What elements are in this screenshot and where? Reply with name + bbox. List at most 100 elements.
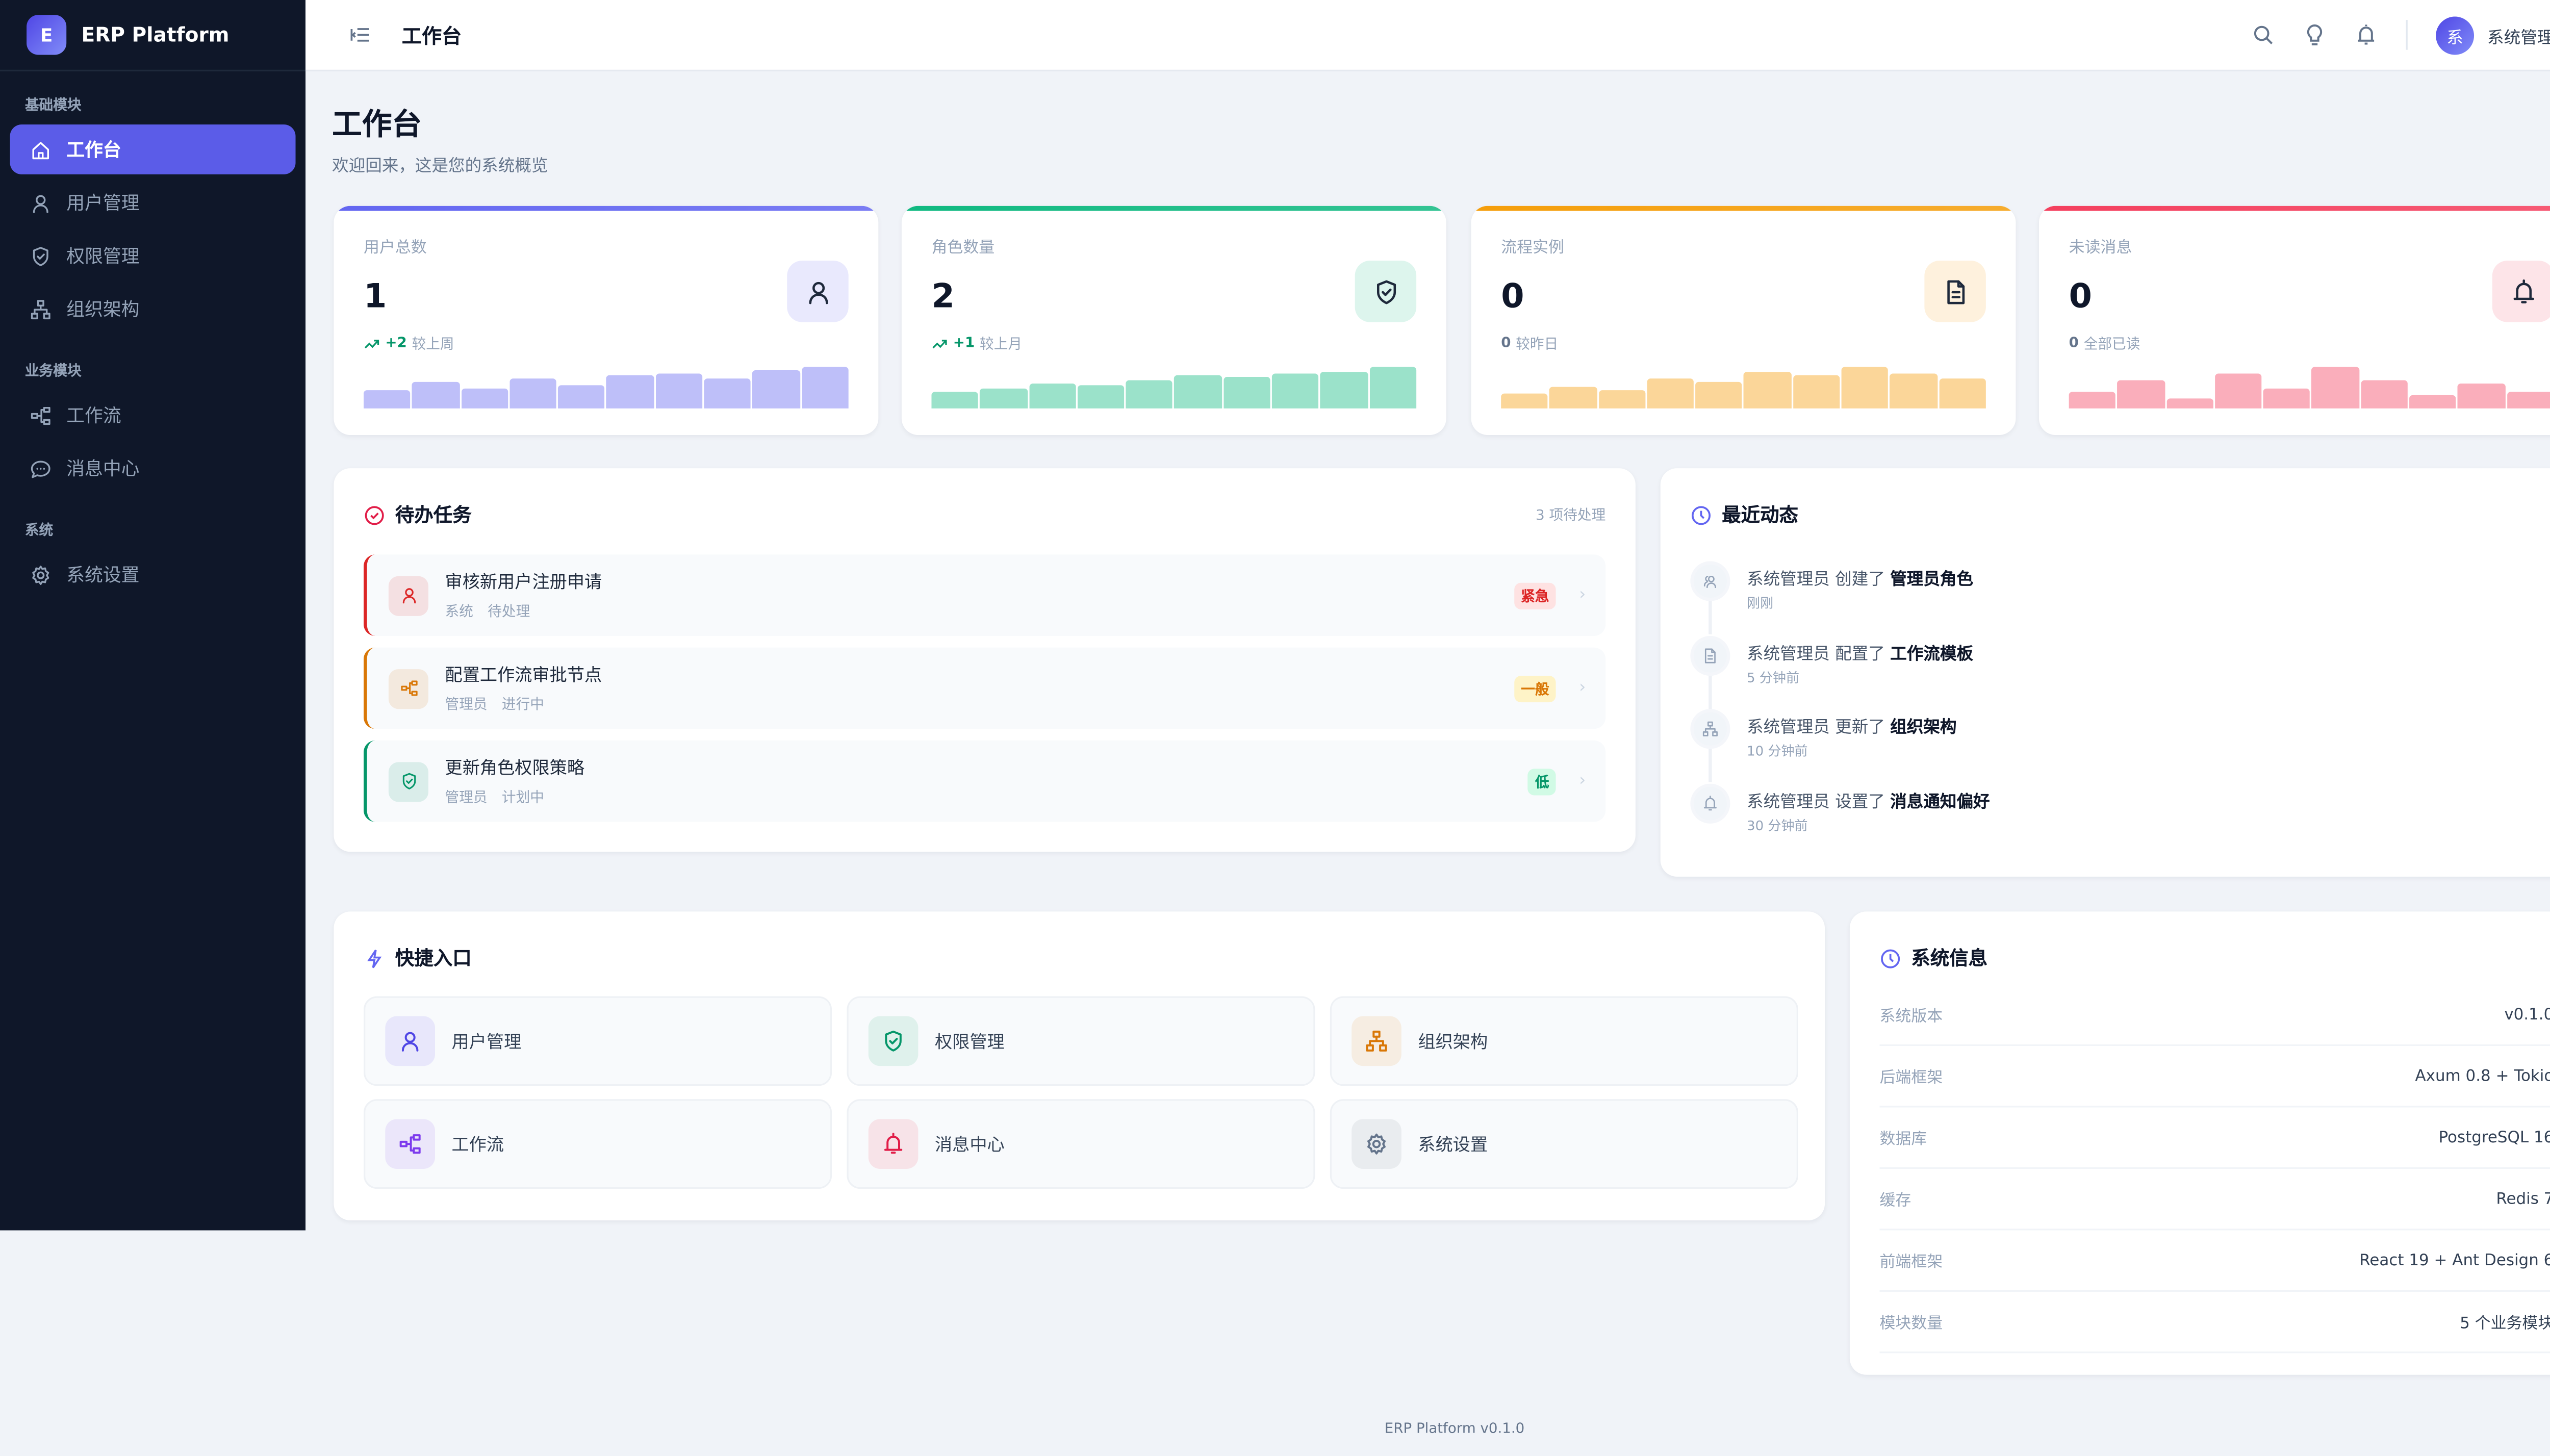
sparkline-bar	[2214, 373, 2262, 408]
sidebar-item[interactable]: 权限管理	[10, 231, 296, 281]
activity-time: 刚刚	[1747, 596, 1774, 611]
sparkline-bar	[412, 381, 460, 408]
trend-up-icon	[364, 336, 380, 352]
sparkline-bar	[655, 372, 703, 408]
quick-entry[interactable]: 系统设置	[1330, 1099, 1798, 1189]
quick-entry-label: 消息中心	[934, 1135, 1005, 1155]
priority-badge: 一般	[1514, 675, 1556, 702]
sidebar-item[interactable]: 系统设置	[10, 550, 296, 600]
activity-verb: 配置了	[1835, 645, 1885, 663]
sidebar-item[interactable]: 工作流	[10, 390, 296, 440]
sparkline-bar	[558, 384, 605, 408]
nav-group-label: 业务模块	[24, 364, 82, 380]
quick-entry[interactable]: 组织架构	[1330, 996, 1798, 1086]
collapse-menu-icon[interactable]	[349, 23, 372, 47]
sparkline-bar	[509, 379, 557, 408]
sparkline-bar	[364, 390, 411, 408]
quick-entry-label: 用户管理	[451, 1032, 522, 1052]
stat-card[interactable]: 流程实例 0 0 较昨日	[1471, 206, 2016, 436]
top-header: 工作台 系 系统管理员	[305, 0, 2550, 71]
bell-icon	[2492, 261, 2550, 322]
todo-item-title: 更新角色权限策略	[445, 758, 585, 779]
sparkline	[364, 367, 849, 408]
users-icon	[1690, 561, 1730, 601]
check-circle-icon	[364, 504, 385, 525]
bell-icon	[868, 1119, 919, 1169]
workflow-icon	[385, 1119, 436, 1169]
sparkline-bar	[2118, 380, 2165, 408]
org-tree-icon	[1352, 1016, 1401, 1066]
quick-entry[interactable]: 权限管理	[847, 996, 1315, 1086]
bell-icon	[1690, 783, 1730, 823]
sparkline-bar	[2360, 380, 2408, 408]
stat-label: 未读消息	[2069, 239, 2132, 258]
todo-item[interactable]: 配置工作流审批节点 管理员 进行中 一般 ›	[364, 647, 1606, 729]
todo-item-title: 配置工作流审批节点	[445, 666, 602, 686]
sidebar-nav: 基础模块 工作台 用户管理 权限管理 组织架构 业务模块 工作流 消息中心 系统 系统设置	[0, 71, 305, 599]
sidebar-item[interactable]: 用户管理	[10, 177, 296, 227]
todo-item[interactable]: 审核新用户注册申请 系统 待处理 紧急 ›	[364, 554, 1606, 636]
sparkline-bar	[801, 367, 849, 408]
lightning-icon	[364, 947, 385, 968]
nav-group-label: 基础模块	[24, 98, 82, 115]
stat-trend: +2 较上周	[364, 334, 454, 353]
sparkline-bar	[461, 388, 508, 408]
sparkline-bar	[1598, 390, 1646, 408]
sidebar-item[interactable]: 组织架构	[10, 284, 296, 334]
quick-entry-label: 工作流	[451, 1135, 504, 1155]
info-value: v0.1.0	[2504, 1005, 2550, 1024]
page-subtitle: 欢迎回来，这是您的系统概览	[332, 158, 548, 176]
activity-verb: 更新了	[1835, 719, 1885, 737]
chevron-right-icon[interactable]: ›	[1579, 679, 1586, 698]
priority-badge: 紧急	[1514, 582, 1556, 609]
stat-card[interactable]: 未读消息 0 0 全部已读	[2039, 206, 2550, 436]
sparkline-bar	[2409, 394, 2457, 408]
info-value: 5 个业务模块	[2460, 1315, 2550, 1334]
quick-entry[interactable]: 消息中心	[847, 1099, 1315, 1189]
activity-time: 30 分钟前	[1747, 818, 1808, 833]
info-key: 模块数量	[1879, 1315, 1943, 1334]
user-icon	[30, 192, 67, 213]
user-menu[interactable]: 系 系统管理员	[2436, 15, 2550, 54]
chevron-right-icon[interactable]: ›	[1579, 772, 1586, 790]
bell-icon[interactable]	[2355, 23, 2378, 47]
todo-item[interactable]: 更新角色权限策略 管理员 计划中 低 ›	[364, 740, 1606, 822]
lightbulb-icon[interactable]	[2303, 23, 2327, 47]
activity-actor: 系统管理员	[1747, 719, 1830, 737]
sparkline	[1501, 367, 1986, 408]
activity-card: 最近动态 系统管理员 创建了 管理员角色 刚刚 系统管理员 配置了 工作流模板 …	[1660, 468, 2550, 877]
sparkline-bar	[1369, 367, 1417, 408]
activity-target: 工作流模板	[1890, 645, 1974, 663]
stat-value: 1	[364, 275, 387, 316]
activity-actor: 系统管理员	[1747, 793, 1830, 811]
sidebar-item[interactable]: 工作台	[10, 124, 296, 174]
timeline-line	[1708, 675, 1712, 708]
stat-card[interactable]: 用户总数 1 +2 较上周	[334, 206, 879, 436]
sparkline-bar	[2312, 367, 2359, 408]
stat-card[interactable]: 角色数量 2 +1 较上月	[901, 206, 1446, 436]
sparkline-bar	[1501, 393, 1548, 408]
gear-icon	[30, 564, 67, 585]
activity-target: 消息通知偏好	[1890, 793, 1990, 811]
quick-entry[interactable]: 工作流	[364, 1099, 832, 1189]
brand[interactable]: E ERP Platform	[0, 0, 306, 71]
user-icon	[385, 1016, 436, 1066]
sparkline-bar	[1744, 371, 1792, 408]
clock-icon	[1690, 504, 1712, 525]
stat-delta-text: 全部已读	[2083, 337, 2140, 354]
sparkline-bar	[1939, 379, 1986, 408]
sidebar-item-label: 系统设置	[66, 564, 140, 586]
home-icon	[30, 139, 67, 160]
stat-trend: 0 较昨日	[1501, 334, 1558, 354]
quick-title: 快捷入口	[395, 946, 472, 970]
stat-delta-text: 较上月	[980, 337, 1023, 354]
sidebar-item-label: 工作流	[66, 405, 121, 427]
stat-label: 角色数量	[931, 239, 995, 258]
info-key: 前端框架	[1879, 1254, 1943, 1272]
quick-entry[interactable]: 用户管理	[364, 996, 832, 1086]
sparkline-bar	[1793, 375, 1840, 408]
workflow-icon	[388, 668, 428, 708]
chevron-right-icon[interactable]: ›	[1579, 586, 1586, 605]
search-icon[interactable]	[2252, 23, 2275, 47]
sidebar-item[interactable]: 消息中心	[10, 443, 296, 493]
